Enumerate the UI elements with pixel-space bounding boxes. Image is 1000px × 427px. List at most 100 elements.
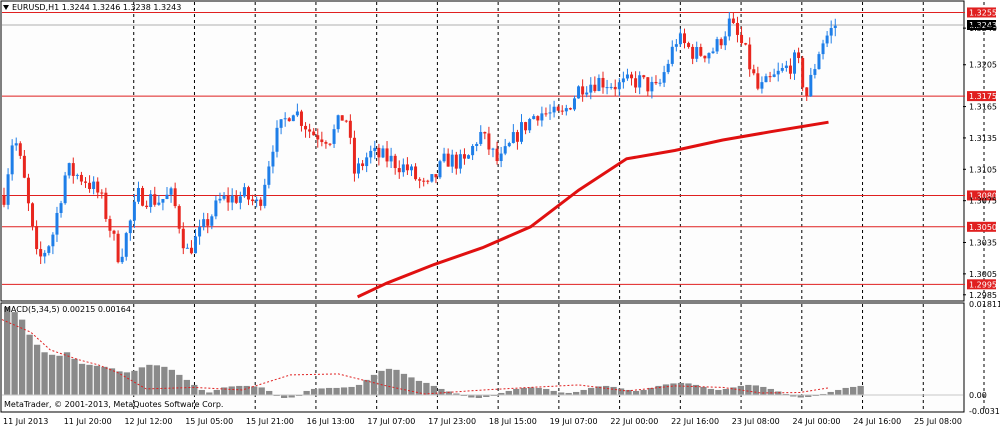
price-scale-label: 1.3205: [969, 61, 997, 70]
bear-candle: [560, 110, 564, 112]
bear-candle: [735, 22, 739, 35]
bear-candle: [544, 113, 548, 115]
macd-histogram-bar: [857, 385, 864, 395]
macd-histogram-bar: [850, 386, 857, 395]
bull-candle: [238, 196, 242, 203]
macd-histogram-bar: [677, 382, 685, 395]
macd-histogram-bar: [483, 394, 490, 397]
bear-candle: [393, 155, 397, 169]
bull-candle: [10, 145, 14, 175]
bear-candle: [88, 182, 92, 190]
candlestick-series: [2, 11, 837, 265]
current-price-tag: [967, 20, 996, 31]
time-axis-label: 18 Jul 15:00: [489, 417, 537, 426]
bear-candle: [344, 120, 348, 122]
bull-candle: [128, 220, 132, 234]
macd-histogram-bar: [528, 387, 535, 395]
macd-histogram-bar: [580, 389, 587, 395]
macd-histogram-bar: [281, 394, 288, 398]
bear-candle: [483, 131, 487, 134]
price-scale-label: 1.3005: [969, 270, 997, 279]
bull-candle: [467, 155, 471, 159]
macd-histogram-bar: [535, 387, 542, 395]
bull-candle: [165, 194, 169, 199]
bear-candle: [83, 181, 87, 183]
bull-candle: [532, 116, 536, 120]
macd-histogram-bar: [835, 389, 842, 395]
macd-histogram-bar: [565, 392, 572, 395]
bear-candle: [748, 44, 752, 70]
moving-average-line[interactable]: [356, 120, 829, 299]
level-price-label: 1.3080: [969, 191, 997, 200]
macd-histogram-bar: [146, 364, 153, 395]
macd-histogram-bar: [26, 334, 33, 395]
bull-candle: [572, 98, 576, 110]
bull-candle: [357, 163, 361, 174]
time-axis-label: 15 Jul 21:00: [246, 417, 294, 426]
macd-histogram-bar: [543, 388, 550, 395]
bull-candle: [47, 246, 51, 253]
bull-candle: [715, 39, 719, 52]
macd-histogram-bar: [4, 307, 11, 395]
macd-histogram-bar: [228, 386, 235, 395]
bear-candle: [141, 187, 145, 206]
macd-histogram-bar: [236, 385, 243, 395]
price-scale-label: 1.3165: [969, 103, 997, 112]
bear-candle: [234, 195, 238, 203]
time-axis-label: 11 Jul 20:00: [64, 417, 112, 426]
bear-candle: [206, 219, 210, 226]
price-scale-label: 1.3035: [969, 238, 997, 247]
bear-candle: [405, 164, 409, 171]
bull-candle: [161, 198, 165, 203]
bear-candle: [361, 163, 365, 167]
bear-candle: [340, 115, 344, 121]
price-panel[interactable]: [0, 0, 965, 302]
bull-candle: [365, 157, 369, 167]
time-axis-label: 19 Jul 07:00: [550, 417, 598, 426]
bull-candle: [438, 161, 442, 178]
bear-candle: [173, 188, 177, 207]
bear-candle: [328, 143, 332, 145]
bull-candle: [75, 174, 79, 176]
macd-histogram-bar: [520, 387, 527, 395]
bull-candle: [662, 72, 666, 83]
bull-candle: [92, 181, 96, 190]
macd-histogram-bar: [183, 379, 190, 395]
bull-candle: [520, 122, 524, 142]
copyright-label: MetaTrader, © 2001-2013, MetaQuotes Soft…: [4, 400, 224, 409]
bull-candle: [674, 44, 678, 47]
bear-candle: [189, 247, 193, 254]
bear-candle: [39, 249, 43, 257]
macd-histogram-bar: [617, 388, 625, 395]
macd-panel[interactable]: [0, 302, 965, 413]
macd-histogram-bar: [767, 388, 774, 395]
bull-candle: [589, 84, 593, 93]
macd-histogram-bar: [191, 384, 198, 395]
bull-candle: [279, 119, 283, 128]
bear-candle: [259, 199, 263, 206]
bear-candle: [487, 133, 491, 150]
moving-average-line[interactable]: [356, 120, 829, 299]
bear-candle: [2, 195, 6, 205]
macd-histogram-bar: [730, 387, 737, 395]
bull-candle: [210, 216, 214, 226]
macd-histogram-bar: [632, 390, 640, 395]
bull-candle: [67, 163, 71, 176]
macd-histogram-bar: [423, 382, 430, 395]
bull-candle: [528, 119, 532, 131]
bear-candle: [446, 153, 450, 167]
horizontal-level-lines[interactable]: [2, 11, 965, 285]
bear-candle: [324, 142, 328, 144]
bull-candle: [577, 86, 581, 99]
bear-candle: [515, 132, 519, 142]
time-axis-label: 12 Jul 12:00: [124, 417, 172, 426]
macd-histogram-bar: [176, 374, 183, 395]
bull-candle: [825, 35, 829, 44]
bear-candle: [26, 177, 30, 204]
bull-candle: [230, 195, 234, 203]
level-price-label: 1.3255: [969, 8, 997, 17]
time-axis-label: 24 Jul 16:00: [853, 417, 901, 426]
macd-histogram-bar: [408, 377, 415, 395]
